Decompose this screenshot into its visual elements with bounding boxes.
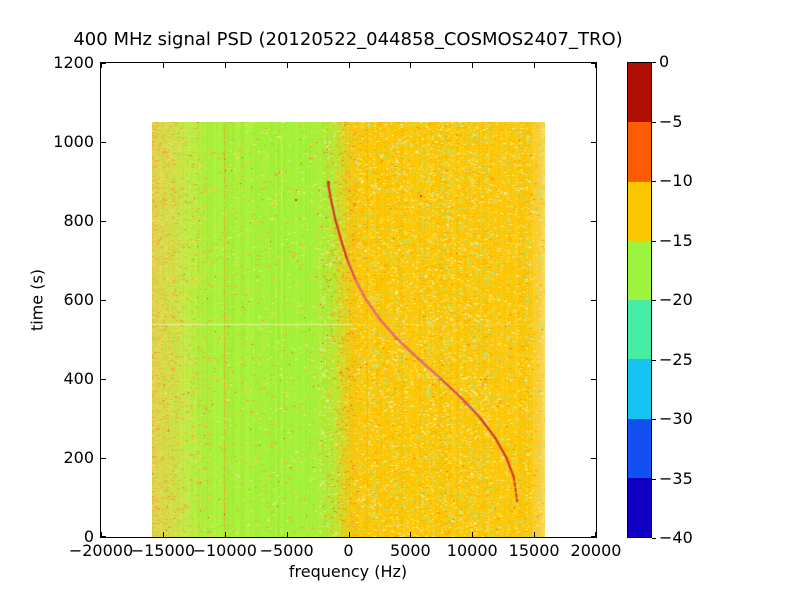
y-tick-mark [591,63,596,64]
chart-title: 400 MHz signal PSD (20120522_044858_COSM… [73,29,623,50]
y-tick-mark [101,142,106,143]
x-tick-mark [410,532,411,537]
colorbar-segment [628,300,651,360]
y-tick-label: 200 [63,448,94,467]
x-tick-mark [595,532,596,537]
colorbar-tick-mark [652,538,656,539]
x-tick-label: 15000 [508,541,560,560]
colorbar-segment [628,63,651,123]
colorbar-tick-mark [652,300,656,301]
y-tick-mark [591,379,596,380]
colorbar-tick-mark [652,62,656,63]
x-tick-label: −10000 [192,541,257,560]
colorbar-tick-label: −10 [659,171,693,190]
colorbar-segment [628,122,651,182]
y-tick-label: 1200 [53,53,94,72]
y-tick-mark [591,458,596,459]
x-tick-mark [163,63,164,68]
x-tick-label: 20000 [570,541,622,560]
y-tick-mark [591,300,596,301]
colorbar-tick-label: −35 [659,468,693,488]
x-tick-label: 10000 [446,541,498,560]
x-tick-mark [595,63,596,68]
x-tick-label: −20000 [68,541,134,560]
x-tick-mark [472,532,473,537]
colorbar-tick-mark [652,241,656,242]
x-tick-mark [163,532,164,537]
x-tick-mark [287,532,288,537]
x-tick-label: 0 [343,541,354,560]
y-tick-mark [101,458,106,459]
x-tick-label: −5000 [259,541,314,560]
y-tick-mark [101,63,106,64]
x-tick-mark [101,63,102,68]
y-tick-label: 0 [83,527,94,546]
colorbar-segment [628,477,651,537]
x-tick-mark [225,63,226,68]
y-tick-mark [591,221,596,222]
colorbar [627,62,652,538]
colorbar-segment [628,359,651,419]
x-tick-mark [410,63,411,68]
y-tick-mark [591,142,596,143]
y-tick-label: 1000 [53,132,94,151]
colorbar-tick-label: −25 [659,349,693,369]
y-tick-mark [101,536,106,537]
colorbar-tick-mark [652,181,656,182]
colorbar-tick-label: −5 [659,111,683,131]
colorbar-tick-label: −30 [659,409,693,428]
colorbar-tick-mark [652,360,656,361]
x-tick-mark [349,532,350,537]
y-tick-mark [591,536,596,537]
y-tick-mark [101,221,106,222]
colorbar-segment [628,240,651,300]
x-tick-mark [225,532,226,537]
y-tick-mark [101,379,106,380]
colorbar-tick-label: −20 [659,290,693,309]
colorbar-tick-mark [652,419,656,420]
y-tick-mark [101,300,106,301]
plot-area [100,62,597,538]
x-tick-mark [349,63,350,68]
x-tick-mark [534,532,535,537]
x-tick-mark [534,63,535,68]
x-tick-label: 5000 [390,541,431,560]
colorbar-segment [628,181,651,241]
x-axis-label: frequency (Hz) [288,562,408,581]
colorbar-tick-label: −40 [659,528,693,547]
spectrogram-image [152,122,545,537]
x-tick-mark [101,532,102,537]
colorbar-tick-label: 0 [659,52,670,71]
colorbar-tick-mark [652,122,656,123]
x-tick-mark [472,63,473,68]
colorbar-tick-mark [652,479,656,480]
y-tick-label: 800 [63,211,94,230]
colorbar-tick-label: −15 [659,230,693,250]
y-axis-label: time (s) [27,268,47,332]
x-tick-label: −15000 [130,541,196,560]
colorbar-segment [628,418,651,478]
x-tick-mark [287,63,288,68]
y-tick-label: 400 [63,369,94,388]
y-tick-label: 600 [63,290,94,309]
